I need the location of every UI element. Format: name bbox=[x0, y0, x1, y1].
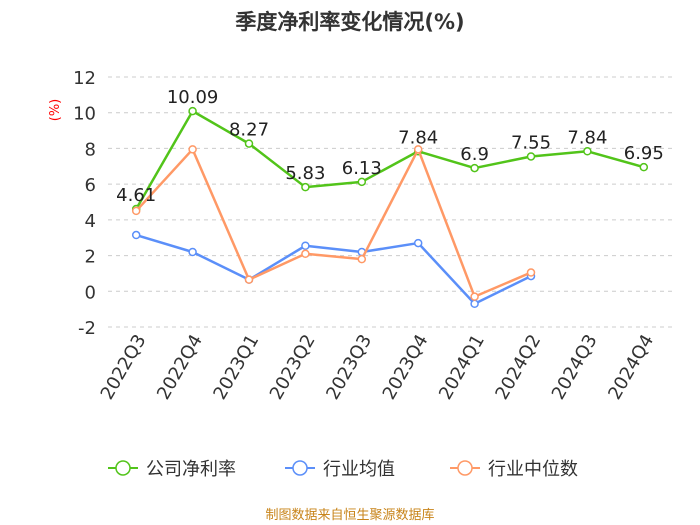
series-layer bbox=[131, 106, 649, 309]
data-point-marker bbox=[301, 182, 310, 192]
data-point-marker bbox=[301, 241, 310, 250]
data-label: 6.13 bbox=[342, 158, 382, 179]
x-tick-label: 2023Q1 bbox=[209, 331, 263, 403]
data-point-marker bbox=[301, 249, 310, 259]
data-point-marker bbox=[244, 139, 254, 148]
data-point-marker bbox=[131, 206, 141, 216]
data-point-marker bbox=[188, 247, 197, 257]
y-axis-label: (%) bbox=[48, 99, 63, 122]
data-point-marker bbox=[526, 268, 536, 277]
data-label: 7.84 bbox=[398, 127, 438, 148]
legend-label: 行业均值 bbox=[323, 459, 395, 480]
legend-marker bbox=[292, 460, 308, 476]
data-label: 10.09 bbox=[167, 87, 219, 108]
grid-layer bbox=[108, 76, 672, 328]
data-label: 6.9 bbox=[460, 144, 489, 165]
y-tick-label: 8 bbox=[85, 139, 96, 160]
data-point-marker bbox=[131, 230, 141, 240]
data-point-marker bbox=[357, 177, 367, 187]
y-tick-label: 12 bbox=[73, 68, 96, 89]
data-label: 5.83 bbox=[285, 163, 325, 184]
x-tick-label: 2022Q4 bbox=[153, 331, 207, 403]
legend: 公司净利率 行业均值 行业中位数 bbox=[108, 459, 578, 480]
x-tick-label: 2023Q3 bbox=[322, 331, 376, 403]
data-point-marker bbox=[188, 145, 197, 154]
data-point-marker bbox=[413, 238, 423, 248]
data-point-marker bbox=[244, 275, 254, 284]
legend-label: 行业中位数 bbox=[488, 459, 578, 480]
x-tick-label: 2023Q2 bbox=[266, 331, 320, 403]
y-tick-label: 4 bbox=[85, 211, 96, 232]
data-label-layer: 4.61 10.09 8.27 5.83 6.13 7.84 6.9 7.55 7.84 6.95 bbox=[116, 87, 664, 206]
y-tick-label: -2 bbox=[78, 318, 96, 339]
data-point-marker bbox=[470, 292, 479, 301]
y-tick-label: 0 bbox=[85, 282, 96, 303]
chart-title: 季度净利率变化情况(%) bbox=[235, 10, 465, 34]
x-tick-label: 2023Q4 bbox=[379, 331, 433, 403]
legend-marker bbox=[457, 460, 473, 476]
data-label: 7.55 bbox=[511, 132, 551, 153]
y-tick-label: 6 bbox=[85, 175, 96, 196]
x-tick-label: 2024Q4 bbox=[604, 331, 658, 403]
data-point-marker bbox=[583, 147, 592, 156]
legend-label: 公司净利率 bbox=[146, 459, 236, 480]
series-line-3 bbox=[135, 148, 532, 298]
x-tick-label: 2022Q3 bbox=[97, 331, 151, 403]
data-point-marker bbox=[188, 106, 197, 116]
legend-marker bbox=[115, 460, 131, 476]
data-label: 7.84 bbox=[567, 127, 607, 148]
data-point-marker bbox=[357, 254, 367, 264]
y-tick-label: 10 bbox=[73, 104, 96, 125]
source-footer: 制图数据来自恒生聚源数据库 bbox=[265, 508, 435, 523]
data-label: 8.27 bbox=[229, 120, 269, 141]
data-point-marker bbox=[413, 145, 423, 154]
data-point-marker bbox=[639, 162, 649, 172]
series-line-2 bbox=[135, 233, 532, 306]
data-label: 4.61 bbox=[116, 185, 156, 206]
x-tick-label: 2024Q1 bbox=[435, 331, 489, 403]
data-label: 6.95 bbox=[624, 143, 664, 164]
x-tick-label: 2024Q3 bbox=[548, 331, 602, 403]
x-tick-label: 2024Q2 bbox=[491, 331, 545, 403]
data-point-marker bbox=[470, 299, 479, 309]
data-point-marker bbox=[470, 163, 479, 173]
data-point-marker bbox=[526, 152, 536, 161]
y-tick-label: 2 bbox=[85, 247, 96, 268]
series-line-1 bbox=[135, 109, 645, 210]
